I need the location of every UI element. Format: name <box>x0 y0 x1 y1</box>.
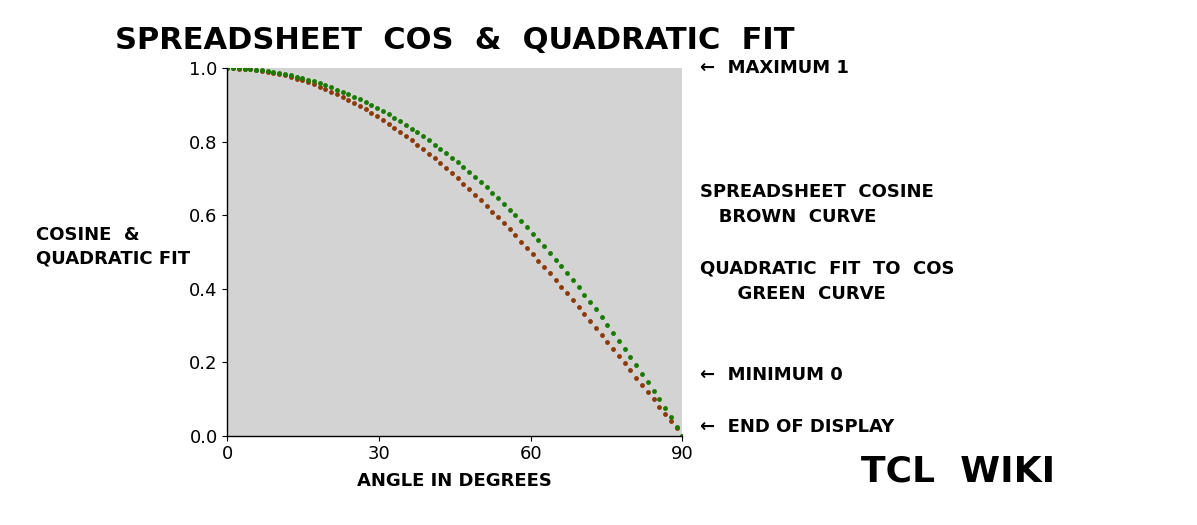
Title: SPREADSHEET  COS  &  QUADRATIC  FIT: SPREADSHEET COS & QUADRATIC FIT <box>115 26 795 55</box>
X-axis label: ANGLE IN DEGREES: ANGLE IN DEGREES <box>358 472 552 490</box>
Text: TCL  WIKI: TCL WIKI <box>861 454 1055 488</box>
Text: COSINE  &
QUADRATIC FIT: COSINE & QUADRATIC FIT <box>36 226 190 268</box>
Text: SPREADSHEET  COSINE
   BROWN  CURVE: SPREADSHEET COSINE BROWN CURVE <box>700 183 934 226</box>
Text: ←  MAXIMUM 1: ← MAXIMUM 1 <box>700 59 849 77</box>
Text: ←  MINIMUM 0: ← MINIMUM 0 <box>700 366 843 384</box>
Text: QUADRATIC  FIT  TO  COS
      GREEN  CURVE: QUADRATIC FIT TO COS GREEN CURVE <box>700 260 955 303</box>
Text: ←  END OF DISPLAY: ← END OF DISPLAY <box>700 417 894 436</box>
